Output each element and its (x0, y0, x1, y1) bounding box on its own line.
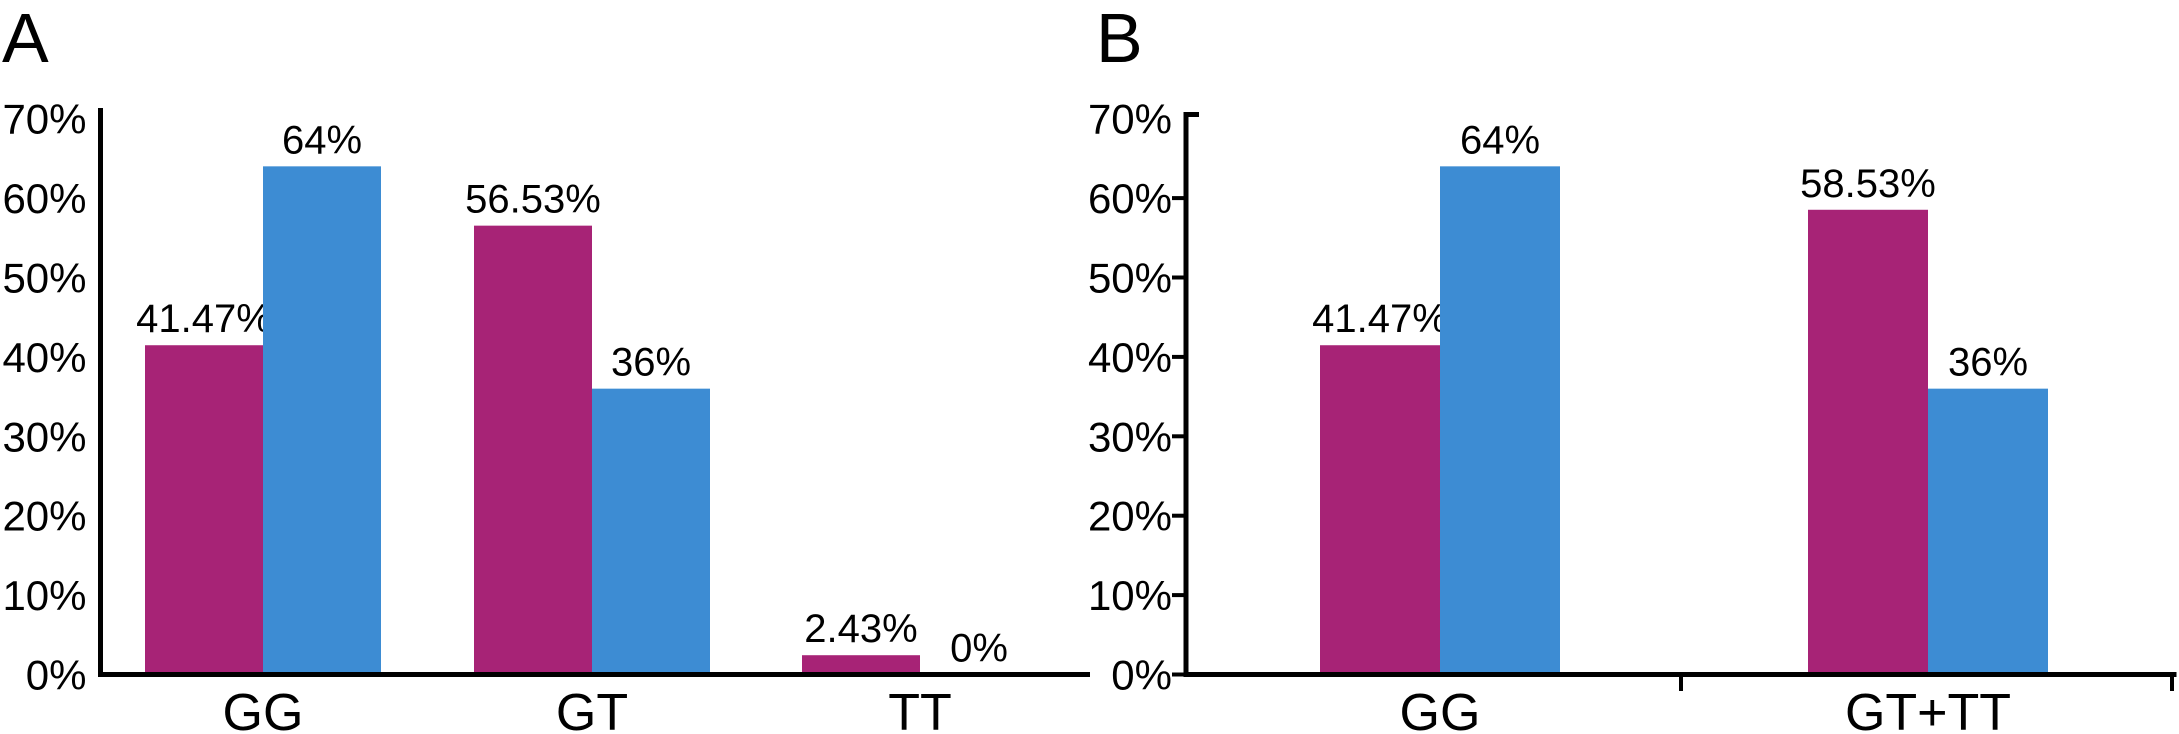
data-label-gg-magenta: 41.47% (1312, 297, 1448, 341)
y-tick-label-10: 10% (1088, 572, 1172, 619)
data-label-gt-tt-magenta: 58.53% (1800, 162, 1936, 206)
data-label-tt-blue: 0% (950, 627, 1008, 671)
y-tick-label-50: 50% (1088, 255, 1172, 302)
y-tick-label-40: 40% (2, 334, 86, 381)
y-tick-label-0: 0% (1111, 652, 1172, 699)
y-tick-label-20: 20% (2, 493, 86, 540)
y-tick-label-30: 30% (1088, 413, 1172, 460)
panel-b-plot: 41.47% 64% GG 58.53% 36% GT+TT 0% 10% 20% 30% 40% 5… (1088, 96, 2177, 734)
y-tick-label-20: 20% (1088, 493, 1172, 540)
x-category-label-gt-tt: GT+TT (1845, 684, 2011, 734)
bar-gg-blue (1440, 166, 1560, 675)
panel-a-letter: A (2, 0, 49, 77)
y-tick-label-30: 30% (2, 413, 86, 460)
data-label-gg-blue: 64% (282, 118, 362, 162)
y-tick-label-50: 50% (2, 255, 86, 302)
y-tick-label-0: 0% (26, 652, 87, 699)
x-category-label-gt: GT (556, 684, 628, 734)
x-category-label-gg: GG (1400, 684, 1481, 734)
data-label-gg-blue: 64% (1460, 118, 1540, 162)
bar-tt-magenta (802, 655, 920, 675)
y-tick-label-70: 70% (1088, 96, 1172, 143)
bar-gg-magenta (145, 345, 263, 675)
data-label-gt-magenta: 56.53% (465, 178, 601, 222)
bar-gt-blue (592, 388, 710, 675)
bar-gg-blue (263, 166, 381, 675)
y-tick-label-70: 70% (2, 96, 86, 143)
y-tick-label-40: 40% (1088, 334, 1172, 381)
y-tick-label-60: 60% (2, 175, 86, 222)
y-tick-label-60: 60% (1088, 175, 1172, 222)
panel-a-plot: 41.47% 64% GG 56.53% 36% GT 2.43% 0% TT 0% 10% 20% 3… (2, 96, 1090, 734)
bar-gt-tt-magenta (1808, 209, 1928, 675)
data-label-gg-magenta: 41.47% (136, 297, 272, 341)
y-tick-label-10: 10% (2, 572, 86, 619)
bar-gt-tt-blue (1928, 388, 2048, 675)
data-label-gt-tt-blue: 36% (1948, 341, 2028, 385)
data-label-tt-magenta: 2.43% (804, 607, 917, 651)
x-category-label-tt: TT (888, 684, 952, 734)
data-label-gt-blue: 36% (611, 341, 691, 385)
bar-gg-magenta (1320, 345, 1440, 675)
bar-gt-magenta (474, 225, 592, 675)
x-category-label-gg: GG (223, 684, 304, 734)
panel-b-letter: B (1096, 0, 1143, 77)
